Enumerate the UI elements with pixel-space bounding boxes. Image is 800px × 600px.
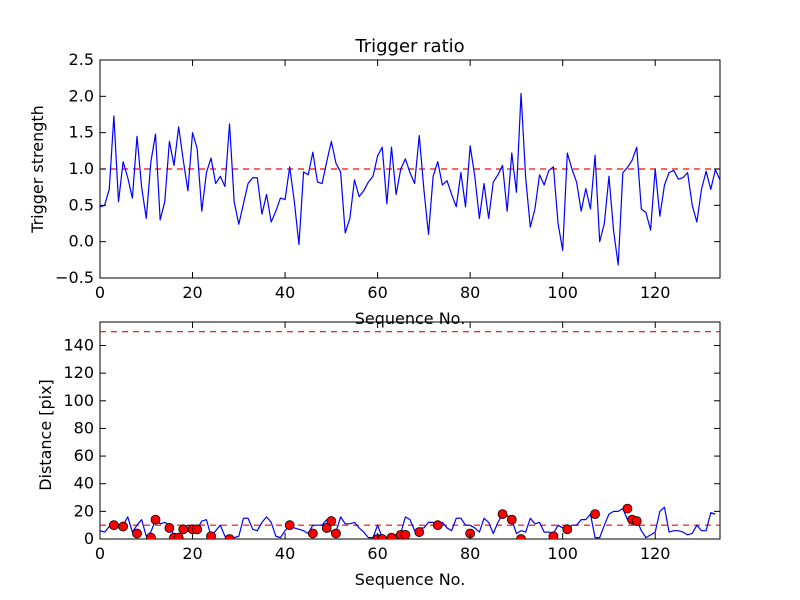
data-point xyxy=(386,532,397,539)
data-point xyxy=(331,528,341,539)
data-point xyxy=(224,534,235,539)
data-point xyxy=(192,524,203,535)
y-tick-label: 40 xyxy=(74,474,94,493)
data-point xyxy=(206,531,216,539)
data-point xyxy=(516,534,526,539)
x-axis-label: Sequence No. xyxy=(355,309,466,328)
data-point xyxy=(326,516,337,526)
data-point xyxy=(145,532,156,539)
y-tick-label: 2.5 xyxy=(69,50,94,69)
data-point xyxy=(178,524,189,535)
x-tick-label: 120 xyxy=(640,283,671,302)
y-tick-label: 60 xyxy=(74,446,94,465)
x-tick-label: 20 xyxy=(182,544,202,563)
data-point xyxy=(132,528,142,539)
data-point xyxy=(150,514,161,525)
trigger-ratio-panel: Trigger ratio Sequence No. Trigger stren… xyxy=(28,36,721,328)
y-tick-label: 2.0 xyxy=(69,86,94,105)
data-point xyxy=(432,520,443,531)
series-line xyxy=(100,92,720,266)
y-axis-label: Distance [pix] xyxy=(36,379,55,491)
x-tick-label: 100 xyxy=(547,283,578,302)
x-tick-label: 0 xyxy=(95,283,105,302)
x-tick-label: 80 xyxy=(460,283,480,302)
data-point xyxy=(118,521,129,532)
y-tick-label: 20 xyxy=(74,501,94,520)
data-point xyxy=(497,509,508,520)
y-tick-label: 0.0 xyxy=(69,232,94,251)
data-point xyxy=(173,532,184,539)
x-tick-label: 60 xyxy=(367,283,387,302)
data-point xyxy=(562,524,573,535)
y-tick-label: 0 xyxy=(84,529,94,548)
data-point xyxy=(400,529,411,539)
x-tick-label: 0 xyxy=(95,544,105,563)
data-point xyxy=(164,523,175,533)
plot-area xyxy=(100,331,720,539)
y-tick-label: 0.5 xyxy=(69,195,94,214)
x-tick-label: 100 xyxy=(547,544,578,563)
data-point xyxy=(307,528,318,539)
x-tick-label: 40 xyxy=(275,544,295,563)
data-point xyxy=(321,523,332,533)
plot-area xyxy=(100,92,720,266)
y-tick-label: 1.0 xyxy=(69,159,94,178)
x-tick-label: 80 xyxy=(460,544,480,563)
y-tick-label: −0.5 xyxy=(55,268,94,287)
y-tick-label: 140 xyxy=(63,335,94,354)
x-tick-label: 60 xyxy=(367,544,387,563)
x-tick-label: 120 xyxy=(640,544,671,563)
chart-title: Trigger ratio xyxy=(354,36,464,57)
series-line xyxy=(100,506,716,539)
y-tick-label: 1.5 xyxy=(69,123,94,142)
y-axis-label: Trigger strength xyxy=(28,105,47,234)
y-tick-label: 80 xyxy=(74,418,94,437)
data-point xyxy=(108,520,119,531)
data-point xyxy=(622,503,633,514)
x-axis-label: Sequence No. xyxy=(355,570,466,589)
y-tick-label: 100 xyxy=(63,391,94,410)
data-point xyxy=(377,534,388,539)
x-tick-label: 20 xyxy=(182,283,202,302)
data-point xyxy=(414,527,425,537)
distance-panel: Sequence No. Distance [pix] 0 20 40 60 80 100… xyxy=(36,321,721,589)
y-tick-label: 120 xyxy=(63,363,94,382)
axes-frame xyxy=(99,321,721,540)
x-tick-label: 40 xyxy=(275,283,295,302)
data-point xyxy=(284,520,295,531)
data-point xyxy=(631,516,642,526)
data-point xyxy=(590,509,600,520)
data-point xyxy=(548,531,559,539)
data-point xyxy=(506,514,517,525)
